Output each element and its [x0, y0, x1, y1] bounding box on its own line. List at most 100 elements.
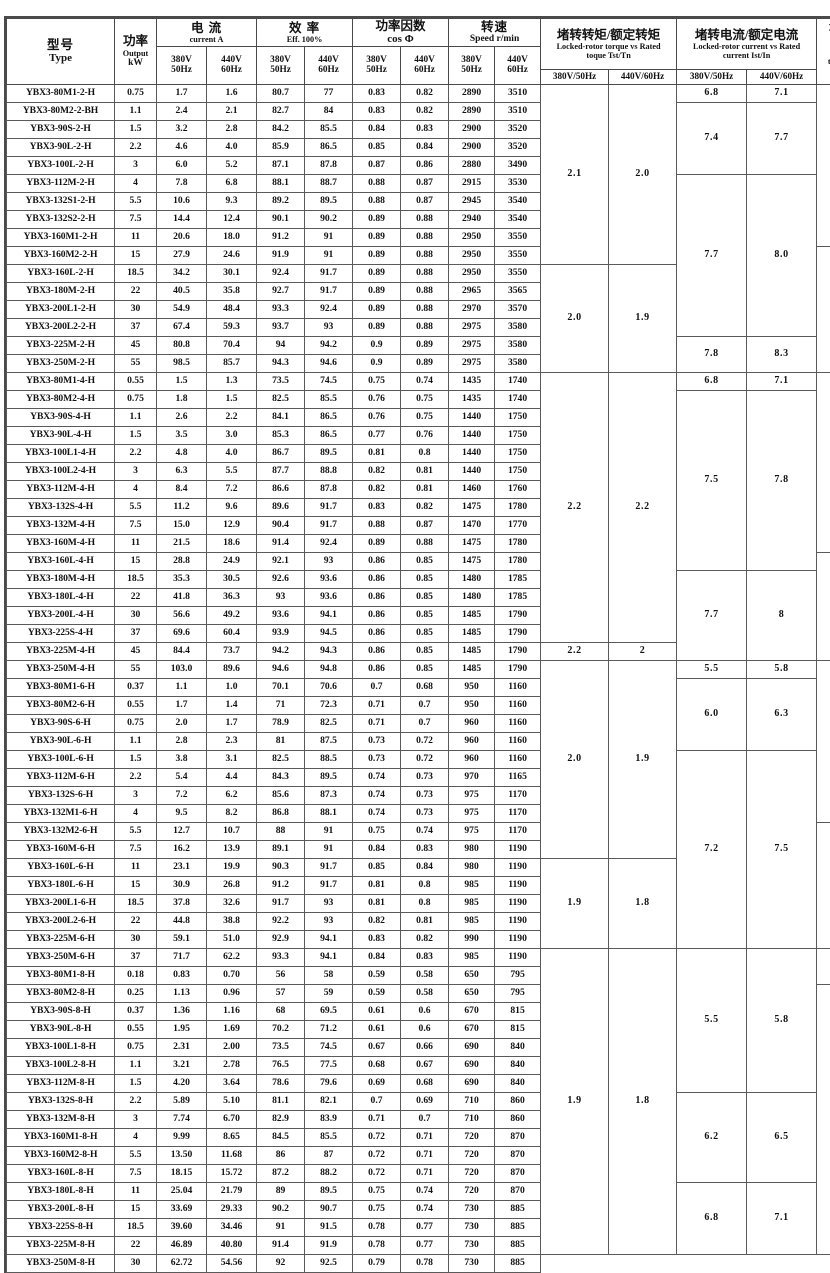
cell-power-factor-440v: 0.88	[401, 534, 449, 552]
cell-current-440v: 18.0	[207, 228, 257, 246]
cell-speed-440v: 870	[495, 1146, 541, 1164]
cell-speed-380v: 2975	[449, 354, 495, 372]
cell-speed-380v: 2970	[449, 300, 495, 318]
cell-efficiency-380v: 73.5	[257, 372, 305, 390]
cell-tmax-tn: 2.3	[817, 660, 830, 822]
cell-efficiency-440v: 91.7	[305, 516, 353, 534]
cell-efficiency-440v: 71.2	[305, 1020, 353, 1038]
cell-model-type: YBX3-225M-2-H	[7, 336, 115, 354]
cell-current-440v: 3.0	[207, 426, 257, 444]
cell-power-factor-440v: 0.74	[401, 822, 449, 840]
cell-tst-tn-380v: 2.2	[541, 642, 609, 660]
cell-output: 37	[115, 948, 157, 966]
cell-current-380v: 3.8	[157, 750, 207, 768]
header-locked-current-en: Locked-rotor current vs Rated	[677, 42, 816, 51]
cell-power-factor-380v: 0.86	[353, 642, 401, 660]
cell-speed-380v: 1470	[449, 516, 495, 534]
cell-speed-380v: 1480	[449, 588, 495, 606]
cell-speed-380v: 1475	[449, 498, 495, 516]
cell-efficiency-380v: 94.6	[257, 660, 305, 678]
cell-current-380v: 3.5	[157, 426, 207, 444]
header-breakdown-cn2: 额定转矩	[817, 33, 830, 47]
cell-current-440v: 59.3	[207, 318, 257, 336]
cell-tmax-tn: 2.3	[817, 84, 830, 246]
cell-efficiency-380v: 73.5	[257, 1038, 305, 1056]
cell-output: 5.5	[115, 192, 157, 210]
cell-ist-in-440v: 7.1	[747, 84, 817, 102]
cell-efficiency-380v: 84.3	[257, 768, 305, 786]
cell-current-440v: 32.6	[207, 894, 257, 912]
header-pf-380v-l2: 50Hz	[353, 65, 400, 76]
cell-efficiency-380v: 84.1	[257, 408, 305, 426]
cell-tmax-tn: 2.2	[817, 822, 830, 948]
cell-efficiency-380v: 93.3	[257, 948, 305, 966]
cell-speed-440v: 870	[495, 1164, 541, 1182]
cell-efficiency-440v: 93	[305, 552, 353, 570]
cell-efficiency-380v: 93.7	[257, 318, 305, 336]
cell-power-factor-380v: 0.84	[353, 120, 401, 138]
cell-efficiency-440v: 87.3	[305, 786, 353, 804]
cell-output: 4	[115, 480, 157, 498]
cell-current-380v: 69.6	[157, 624, 207, 642]
cell-efficiency-440v: 91.7	[305, 282, 353, 300]
cell-current-380v: 46.89	[157, 1236, 207, 1254]
cell-efficiency-380v: 91.7	[257, 894, 305, 912]
cell-model-type: YBX3-100L-6-H	[7, 750, 115, 768]
cell-current-380v: 1.36	[157, 1002, 207, 1020]
header-type-en: Type	[7, 52, 114, 64]
cell-efficiency-440v: 91.7	[305, 264, 353, 282]
header-power-factor-cn: 功率因数	[353, 19, 448, 33]
cell-efficiency-380v: 90.1	[257, 210, 305, 228]
cell-efficiency-440v: 94.1	[305, 606, 353, 624]
cell-power-factor-440v: 0.86	[401, 156, 449, 174]
cell-current-440v: 12.4	[207, 210, 257, 228]
cell-efficiency-380v: 91.4	[257, 1236, 305, 1254]
cell-efficiency-380v: 94.2	[257, 642, 305, 660]
cell-efficiency-380v: 57	[257, 984, 305, 1002]
cell-speed-380v: 975	[449, 822, 495, 840]
cell-power-factor-440v: 0.87	[401, 192, 449, 210]
cell-model-type: YBX3-160M-4-H	[7, 534, 115, 552]
cell-power-factor-440v: 0.73	[401, 768, 449, 786]
cell-efficiency-380v: 86	[257, 1146, 305, 1164]
cell-current-380v: 1.5	[157, 372, 207, 390]
cell-output: 0.75	[115, 714, 157, 732]
cell-current-380v: 62.72	[157, 1254, 207, 1272]
cell-speed-380v: 730	[449, 1236, 495, 1254]
cell-model-type: YBX3-200L1-2-H	[7, 300, 115, 318]
header-efficiency-cn: 效 率	[257, 21, 352, 35]
cell-power-factor-440v: 0.85	[401, 606, 449, 624]
cell-efficiency-380v: 89.6	[257, 498, 305, 516]
cell-efficiency-440v: 88.2	[305, 1164, 353, 1182]
cell-efficiency-380v: 82.5	[257, 390, 305, 408]
cell-current-440v: 36.3	[207, 588, 257, 606]
cell-model-type: YBX3-80M1-8-H	[7, 966, 115, 984]
cell-speed-440v: 1785	[495, 570, 541, 588]
cell-current-440v: 4.4	[207, 768, 257, 786]
cell-speed-380v: 1480	[449, 570, 495, 588]
cell-current-380v: 44.8	[157, 912, 207, 930]
cell-power-factor-440v: 0.85	[401, 660, 449, 678]
cell-power-factor-440v: 0.85	[401, 570, 449, 588]
cell-current-380v: 1.1	[157, 678, 207, 696]
cell-current-440v: 2.1	[207, 102, 257, 120]
cell-speed-380v: 690	[449, 1074, 495, 1092]
cell-power-factor-380v: 0.74	[353, 786, 401, 804]
header-current-380v: 380V 50Hz	[157, 46, 207, 84]
cell-ist-in-380v: 5.5	[677, 948, 747, 1092]
cell-current-440v: 2.3	[207, 732, 257, 750]
cell-power-factor-380v: 0.85	[353, 138, 401, 156]
cell-power-factor-440v: 0.85	[401, 642, 449, 660]
cell-speed-440v: 3530	[495, 174, 541, 192]
cell-ist-in-380v: 6.8	[677, 372, 747, 390]
cell-speed-440v: 3540	[495, 210, 541, 228]
cell-efficiency-380v: 76.5	[257, 1056, 305, 1074]
cell-efficiency-380v: 81.1	[257, 1092, 305, 1110]
cell-output: 11	[115, 534, 157, 552]
cell-speed-380v: 1475	[449, 552, 495, 570]
cell-tst-tn-440v: 2.0	[609, 84, 677, 264]
cell-tmax-tn: 2.2	[817, 552, 830, 660]
cell-ist-in-440v: 6.5	[747, 1092, 817, 1182]
